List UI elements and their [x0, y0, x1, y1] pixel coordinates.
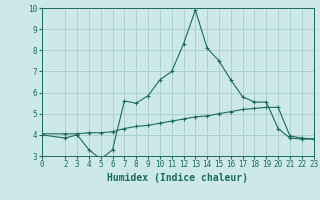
X-axis label: Humidex (Indice chaleur): Humidex (Indice chaleur) — [107, 173, 248, 183]
